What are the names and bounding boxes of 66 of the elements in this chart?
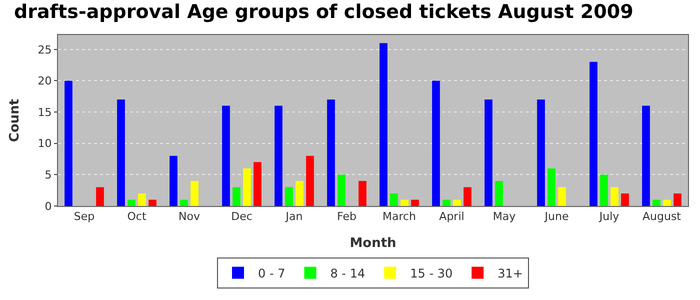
bar xyxy=(190,180,198,206)
bar xyxy=(464,187,472,206)
bar xyxy=(390,193,398,206)
bar xyxy=(306,156,314,206)
y-tick-label: 0 xyxy=(44,200,52,213)
bar xyxy=(380,43,388,206)
bar xyxy=(411,200,419,206)
bar xyxy=(590,62,598,206)
x-tick-label: Dec xyxy=(231,210,252,224)
bar xyxy=(358,180,366,206)
bar xyxy=(652,200,660,206)
x-tick-label: Jan xyxy=(284,210,303,224)
bar xyxy=(674,193,682,206)
bar xyxy=(537,100,545,206)
x-tick-label: Feb xyxy=(337,210,356,224)
bar xyxy=(621,193,629,206)
bar xyxy=(548,168,556,206)
bar xyxy=(254,162,262,206)
bar xyxy=(558,187,566,206)
bar xyxy=(400,200,408,206)
bar xyxy=(442,200,450,206)
bar xyxy=(138,193,146,206)
legend-label: 15 - 30 xyxy=(410,266,453,280)
bar xyxy=(180,200,188,206)
bar xyxy=(338,174,346,206)
bar xyxy=(484,100,492,206)
bar xyxy=(327,100,335,206)
bar xyxy=(663,200,671,206)
bar xyxy=(495,180,503,206)
x-tick-label: August xyxy=(642,210,682,224)
legend-label: 31+ xyxy=(498,266,523,280)
bar xyxy=(64,80,72,206)
x-tick-label: Sep xyxy=(74,210,95,224)
bar xyxy=(148,200,156,206)
legend-label: 0 - 7 xyxy=(258,266,286,280)
x-axis-title: Month xyxy=(350,236,396,251)
x-tick-label: Oct xyxy=(127,210,147,224)
bar xyxy=(432,80,440,206)
bar xyxy=(232,187,240,206)
x-tick-label: March xyxy=(382,210,416,224)
bar xyxy=(117,100,125,206)
bar xyxy=(642,106,650,206)
bar xyxy=(170,156,178,206)
bar xyxy=(222,106,230,206)
y-tick-label: 5 xyxy=(44,168,52,182)
x-tick-label: May xyxy=(492,210,516,224)
bar xyxy=(453,200,461,206)
bar xyxy=(243,168,251,206)
bar xyxy=(274,106,282,206)
bar xyxy=(96,187,104,206)
bar xyxy=(600,174,608,206)
bar xyxy=(285,187,293,206)
bar xyxy=(128,200,136,206)
y-axis-title: Count xyxy=(8,98,23,142)
y-tick-label: 20 xyxy=(38,74,52,88)
x-tick-label: July xyxy=(598,210,620,224)
bar xyxy=(296,180,304,206)
y-tick-label: 15 xyxy=(38,106,52,119)
x-tick-label: June xyxy=(544,210,569,224)
bar xyxy=(610,187,618,206)
legend-label: 8 - 14 xyxy=(330,266,366,280)
x-tick-label: Nov xyxy=(178,210,200,224)
x-tick-label: April xyxy=(439,210,464,224)
y-tick-label: 25 xyxy=(38,43,52,56)
y-tick-label: 10 xyxy=(38,137,52,150)
chart-title: drafts-approval Age groups of closed tickets August 2009 xyxy=(14,0,634,23)
